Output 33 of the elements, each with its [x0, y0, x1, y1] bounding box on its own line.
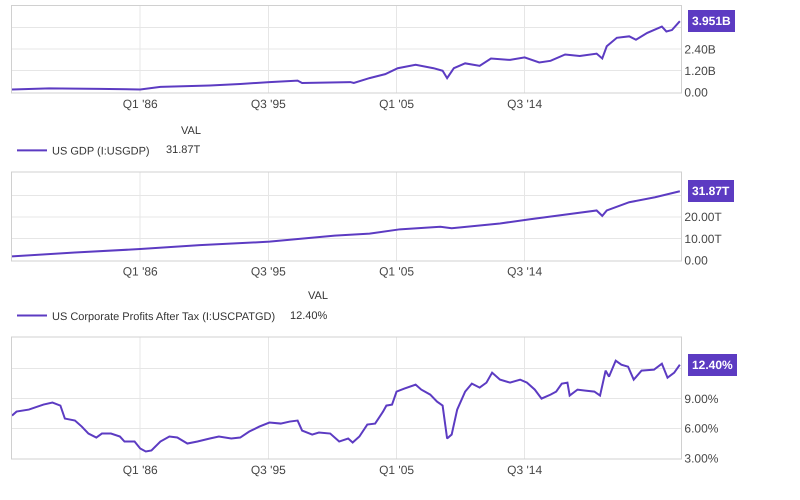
line-series: [12, 190, 681, 258]
data-label: 12.40%: [692, 358, 734, 372]
y-tick-label: 20.00T: [684, 210, 722, 224]
line-series: [12, 360, 681, 453]
x-tick-label: Q3 '14: [507, 462, 542, 477]
legend-label: US Corporate Profits After Tax (I:USCPATGD): [52, 310, 276, 323]
y-tick-label: 0.00: [684, 86, 708, 100]
y-tick-label: 3.00%: [684, 452, 719, 466]
x-tick-label: Q1 '86: [122, 462, 158, 477]
x-tick-label: Q1 '86: [122, 97, 158, 112]
y-tick-label: 2.40B: [684, 42, 716, 56]
y-tick-label: 0.00: [684, 254, 708, 268]
x-tick-label: Q3 '95: [250, 97, 286, 112]
y-tick-label: 9.00%: [684, 392, 719, 406]
y-tick-label: 10.00T: [684, 232, 722, 246]
x-tick-label: Q1 '86: [122, 264, 158, 279]
x-tick-label: Q1 '05: [379, 97, 414, 112]
x-tick-label: Q3 '95: [250, 264, 286, 279]
x-tick-label: Q3 '14: [507, 97, 542, 112]
text: 12.40%: [290, 310, 328, 322]
y-tick-label: 6.00%: [684, 422, 719, 436]
data-label: 31.87T: [692, 184, 730, 198]
line-series: [12, 20, 681, 90]
x-tick-label: Q1 '05: [379, 264, 414, 279]
text: 31.87T: [166, 144, 201, 156]
x-tick-label: Q3 '14: [507, 264, 542, 279]
text: VAL: [308, 290, 328, 302]
x-tick-label: Q1 '05: [379, 462, 414, 477]
text: VAL: [181, 125, 201, 137]
data-label: 3.951B: [692, 14, 732, 28]
legend-label: US GDP (I:USGDP): [52, 146, 150, 158]
y-tick-label: 1.20B: [684, 64, 716, 78]
x-tick-label: Q3 '95: [250, 462, 286, 477]
